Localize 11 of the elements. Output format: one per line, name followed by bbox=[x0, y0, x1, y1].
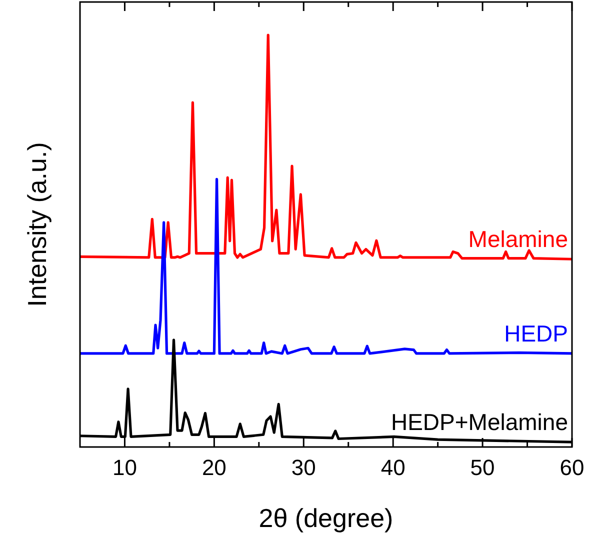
series-label: HEDP bbox=[504, 320, 568, 346]
x-tick-label: 10 bbox=[112, 455, 137, 480]
y-axis-title: Intensity (a.u.) bbox=[22, 142, 52, 307]
x-tick-label: 30 bbox=[291, 455, 316, 480]
x-tick-label: 40 bbox=[380, 455, 406, 480]
x-axis-title: 2θ (degree) bbox=[258, 503, 394, 533]
x-tick-label: 20 bbox=[202, 455, 226, 480]
series-label: HEDP+Melamine bbox=[390, 409, 568, 436]
x-tick-label: 60 bbox=[560, 455, 584, 480]
x-tick-label: 50 bbox=[470, 455, 495, 480]
series-label: Melamine bbox=[468, 226, 568, 252]
